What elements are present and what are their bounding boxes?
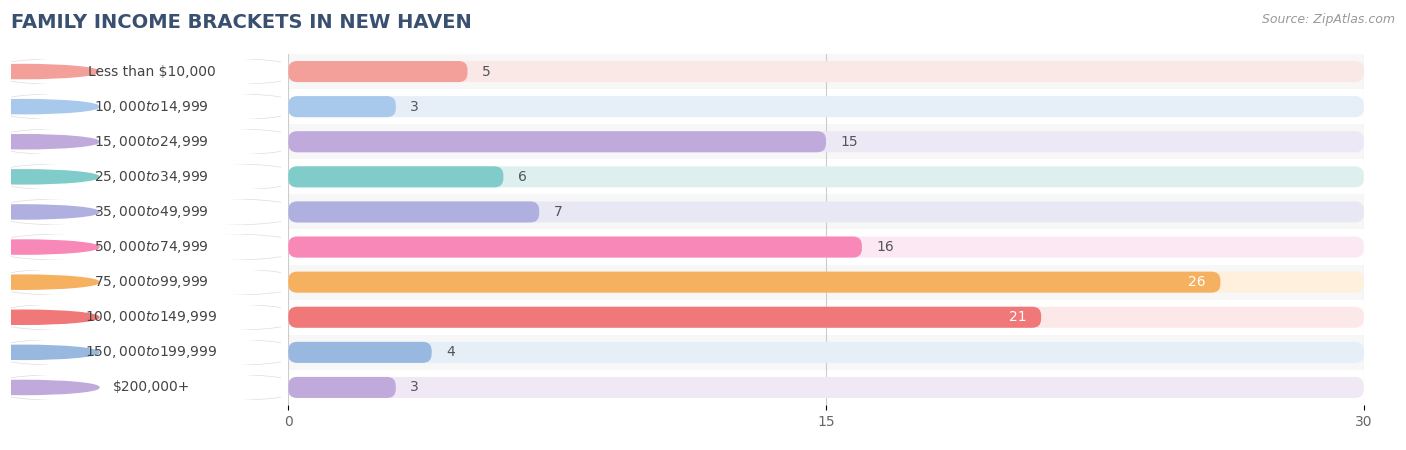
FancyBboxPatch shape bbox=[0, 58, 295, 86]
Text: FAMILY INCOME BRACKETS IN NEW HAVEN: FAMILY INCOME BRACKETS IN NEW HAVEN bbox=[11, 14, 472, 32]
FancyBboxPatch shape bbox=[0, 198, 295, 226]
FancyBboxPatch shape bbox=[270, 370, 1382, 405]
FancyBboxPatch shape bbox=[0, 303, 295, 331]
FancyBboxPatch shape bbox=[288, 96, 1364, 117]
FancyBboxPatch shape bbox=[270, 265, 1382, 300]
Text: 5: 5 bbox=[482, 64, 491, 79]
FancyBboxPatch shape bbox=[0, 128, 295, 156]
Text: 26: 26 bbox=[1188, 275, 1206, 289]
FancyBboxPatch shape bbox=[288, 131, 1364, 152]
FancyBboxPatch shape bbox=[0, 268, 295, 296]
FancyBboxPatch shape bbox=[288, 307, 1040, 328]
FancyBboxPatch shape bbox=[270, 230, 1382, 265]
FancyBboxPatch shape bbox=[270, 194, 1382, 230]
Text: $100,000 to $149,999: $100,000 to $149,999 bbox=[86, 309, 218, 325]
FancyBboxPatch shape bbox=[270, 54, 1382, 89]
FancyBboxPatch shape bbox=[270, 124, 1382, 159]
FancyBboxPatch shape bbox=[0, 93, 295, 121]
FancyBboxPatch shape bbox=[288, 342, 1364, 363]
Circle shape bbox=[0, 345, 98, 360]
FancyBboxPatch shape bbox=[288, 377, 1364, 398]
Circle shape bbox=[0, 275, 98, 289]
Circle shape bbox=[0, 240, 98, 254]
Text: 15: 15 bbox=[841, 135, 858, 149]
Text: 6: 6 bbox=[517, 170, 527, 184]
FancyBboxPatch shape bbox=[0, 233, 295, 261]
Text: 4: 4 bbox=[446, 345, 454, 360]
Text: $25,000 to $34,999: $25,000 to $34,999 bbox=[94, 169, 209, 185]
Text: 16: 16 bbox=[876, 240, 894, 254]
FancyBboxPatch shape bbox=[0, 163, 295, 191]
FancyBboxPatch shape bbox=[270, 159, 1382, 194]
FancyBboxPatch shape bbox=[288, 272, 1364, 292]
FancyBboxPatch shape bbox=[288, 61, 467, 82]
FancyBboxPatch shape bbox=[270, 89, 1382, 124]
Text: $35,000 to $49,999: $35,000 to $49,999 bbox=[94, 204, 209, 220]
Text: $50,000 to $74,999: $50,000 to $74,999 bbox=[94, 239, 209, 255]
Text: Source: ZipAtlas.com: Source: ZipAtlas.com bbox=[1261, 14, 1395, 27]
FancyBboxPatch shape bbox=[0, 338, 295, 366]
Circle shape bbox=[0, 170, 98, 184]
Text: 3: 3 bbox=[411, 380, 419, 395]
FancyBboxPatch shape bbox=[288, 61, 1364, 82]
FancyBboxPatch shape bbox=[288, 131, 825, 152]
FancyBboxPatch shape bbox=[0, 374, 295, 401]
FancyBboxPatch shape bbox=[288, 96, 396, 117]
Text: 21: 21 bbox=[1010, 310, 1026, 324]
Circle shape bbox=[0, 64, 98, 79]
FancyBboxPatch shape bbox=[288, 202, 538, 222]
FancyBboxPatch shape bbox=[288, 166, 503, 187]
Text: 7: 7 bbox=[554, 205, 562, 219]
Text: 3: 3 bbox=[411, 99, 419, 114]
Circle shape bbox=[0, 99, 98, 114]
FancyBboxPatch shape bbox=[288, 377, 396, 398]
FancyBboxPatch shape bbox=[288, 272, 1220, 292]
Circle shape bbox=[0, 380, 98, 395]
Text: $15,000 to $24,999: $15,000 to $24,999 bbox=[94, 134, 209, 150]
FancyBboxPatch shape bbox=[288, 307, 1364, 328]
FancyBboxPatch shape bbox=[288, 342, 432, 363]
Text: $200,000+: $200,000+ bbox=[112, 380, 190, 395]
FancyBboxPatch shape bbox=[270, 335, 1382, 370]
Text: $10,000 to $14,999: $10,000 to $14,999 bbox=[94, 99, 209, 115]
Circle shape bbox=[0, 205, 98, 219]
FancyBboxPatch shape bbox=[288, 202, 1364, 222]
Text: Less than $10,000: Less than $10,000 bbox=[87, 64, 215, 79]
FancyBboxPatch shape bbox=[288, 237, 862, 257]
Text: $75,000 to $99,999: $75,000 to $99,999 bbox=[94, 274, 209, 290]
FancyBboxPatch shape bbox=[270, 300, 1382, 335]
Circle shape bbox=[0, 310, 98, 324]
Circle shape bbox=[0, 135, 98, 149]
Text: $150,000 to $199,999: $150,000 to $199,999 bbox=[86, 344, 218, 360]
FancyBboxPatch shape bbox=[288, 237, 1364, 257]
FancyBboxPatch shape bbox=[288, 166, 1364, 187]
